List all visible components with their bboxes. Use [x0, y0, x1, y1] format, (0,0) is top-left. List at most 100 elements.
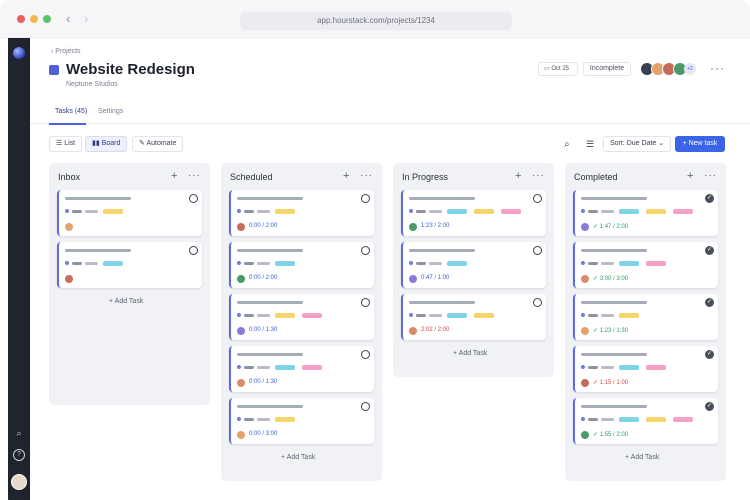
- completed-check-icon[interactable]: ✓: [705, 402, 714, 411]
- task-title-placeholder: [581, 301, 647, 304]
- task-meta-placeholder: [429, 262, 442, 265]
- task-card[interactable]: 0:47 / 1:00: [401, 242, 546, 288]
- close-dot[interactable]: [17, 15, 25, 23]
- help-icon[interactable]: ?: [13, 449, 25, 461]
- filter-icon[interactable]: ☰: [586, 139, 595, 149]
- app-logo-icon[interactable]: [13, 47, 25, 59]
- assignee-avatar: [581, 379, 589, 387]
- task-tag: [447, 261, 467, 266]
- project-color-swatch: [49, 65, 59, 75]
- assignee-avatar: [65, 223, 73, 231]
- board-column: Completed + ··· ✓ ✓ 1:47 / 2:00 ✓ ✓ 3:00 / 3:0…: [565, 163, 726, 481]
- breadcrumb[interactable]: ‹ Projects: [51, 48, 81, 55]
- user-avatar[interactable]: [11, 474, 27, 490]
- automate-button[interactable]: ✎ Automate: [132, 136, 184, 152]
- task-meta-placeholder: [257, 418, 270, 421]
- column-title: In Progress: [402, 172, 449, 182]
- time-tracked: 0:00 / 2:00: [249, 223, 278, 229]
- add-task-plus-icon[interactable]: +: [687, 170, 694, 182]
- tab-settings[interactable]: Settings: [98, 108, 124, 115]
- completed-check-icon[interactable]: ✓: [705, 194, 714, 203]
- complete-toggle-icon[interactable]: [189, 194, 198, 203]
- task-card[interactable]: [57, 242, 202, 288]
- completed-check-icon[interactable]: ✓: [705, 298, 714, 307]
- list-view-button[interactable]: ☰ List: [49, 136, 83, 152]
- column-more-icon[interactable]: ···: [360, 170, 373, 181]
- task-card[interactable]: 1:23 / 2:00: [401, 190, 546, 236]
- completed-check-icon[interactable]: ✓: [705, 246, 714, 255]
- url-bar[interactable]: app.hourstack.com/projects/1234: [240, 12, 512, 30]
- more-options-icon[interactable]: ···: [710, 61, 725, 75]
- task-title-placeholder: [65, 197, 131, 200]
- task-card[interactable]: [57, 190, 202, 236]
- completed-check-icon[interactable]: ✓: [705, 350, 714, 359]
- complete-toggle-icon[interactable]: [361, 298, 370, 307]
- column-more-icon[interactable]: ···: [188, 170, 201, 181]
- add-task-plus-icon[interactable]: +: [171, 170, 178, 182]
- complete-toggle-icon[interactable]: [361, 194, 370, 203]
- list-view-label: List: [64, 140, 76, 147]
- task-title-placeholder: [409, 197, 475, 200]
- complete-toggle-icon[interactable]: [533, 246, 542, 255]
- task-card[interactable]: 0:00 / 2:00: [229, 242, 374, 288]
- sidebar: ⌕ ?: [8, 38, 30, 500]
- task-meta-placeholder: [588, 210, 598, 213]
- time-tracked: ✓ 1:47 / 2:00: [593, 224, 629, 230]
- tab-tasks[interactable]: Tasks (45): [55, 108, 88, 115]
- task-card[interactable]: ✓ ✓ 1:23 / 1:30: [573, 294, 718, 340]
- task-card[interactable]: 0:00 / 2:00: [229, 190, 374, 236]
- complete-toggle-icon[interactable]: [361, 350, 370, 359]
- column-more-icon[interactable]: ···: [532, 170, 545, 181]
- add-task-link[interactable]: + Add Task: [109, 298, 144, 305]
- back-arrow-icon[interactable]: ‹: [66, 11, 71, 26]
- task-card[interactable]: ✓ ✓ 1:47 / 2:00: [573, 190, 718, 236]
- browser-titlebar: ‹ › app.hourstack.com/projects/1234: [0, 0, 750, 38]
- maximize-dot[interactable]: [43, 15, 51, 23]
- task-card[interactable]: ✓ ✓ 1:15 / 1:00: [573, 346, 718, 392]
- time-tracked: 0:47 / 1:00: [421, 275, 450, 281]
- new-task-button[interactable]: + New task: [675, 136, 725, 152]
- search-icon[interactable]: ⌕: [564, 139, 570, 150]
- task-card[interactable]: 0:00 / 1:30: [229, 294, 374, 340]
- task-title-placeholder: [581, 249, 647, 252]
- task-tag: [103, 209, 123, 214]
- task-tag: [474, 209, 494, 214]
- column-more-icon[interactable]: ···: [704, 170, 717, 181]
- task-meta-placeholder: [416, 262, 426, 265]
- task-meta-placeholder: [416, 314, 426, 317]
- forward-arrow-icon[interactable]: ›: [84, 11, 89, 26]
- board-view-button[interactable]: ▮▮ Board: [85, 136, 128, 152]
- task-title-placeholder: [237, 353, 303, 356]
- sort-select[interactable]: Sort: Due Date ⌄: [603, 136, 671, 152]
- task-meta-icon: [237, 261, 241, 265]
- complete-toggle-icon[interactable]: [189, 246, 198, 255]
- task-tag: [619, 313, 639, 318]
- add-task-link[interactable]: + Add Task: [281, 454, 316, 461]
- client-name: Neptune Studios: [66, 81, 118, 88]
- task-title-placeholder: [581, 405, 647, 408]
- task-card[interactable]: 0:00 / 3:00: [229, 398, 374, 444]
- task-tag: [275, 261, 295, 266]
- time-tracked: 0:00 / 1:30: [249, 327, 278, 333]
- complete-toggle-icon[interactable]: [533, 194, 542, 203]
- status-button[interactable]: Incomplete: [583, 62, 631, 76]
- add-task-link[interactable]: + Add Task: [625, 454, 660, 461]
- assignee-avatar: [237, 431, 245, 439]
- add-task-plus-icon[interactable]: +: [515, 170, 522, 182]
- complete-toggle-icon[interactable]: [361, 402, 370, 411]
- task-card[interactable]: ✓ ✓ 1:55 / 2:00: [573, 398, 718, 444]
- task-tag: [103, 261, 123, 266]
- add-task-plus-icon[interactable]: +: [343, 170, 350, 182]
- time-tracked: ✓ 1:15 / 1:00: [593, 380, 629, 386]
- task-card[interactable]: ✓ ✓ 3:00 / 3:00: [573, 242, 718, 288]
- add-task-link[interactable]: + Add Task: [453, 350, 488, 357]
- task-card[interactable]: 0:00 / 1:30: [229, 346, 374, 392]
- assignee-avatar: [581, 275, 589, 283]
- task-card[interactable]: 2:02 / 2:00: [401, 294, 546, 340]
- complete-toggle-icon[interactable]: [361, 246, 370, 255]
- minimize-dot[interactable]: [30, 15, 38, 23]
- search-icon[interactable]: ⌕: [16, 428, 22, 438]
- due-date-button[interactable]: ▭ Oct 25: [538, 62, 578, 76]
- complete-toggle-icon[interactable]: [533, 298, 542, 307]
- task-meta-icon: [409, 209, 413, 213]
